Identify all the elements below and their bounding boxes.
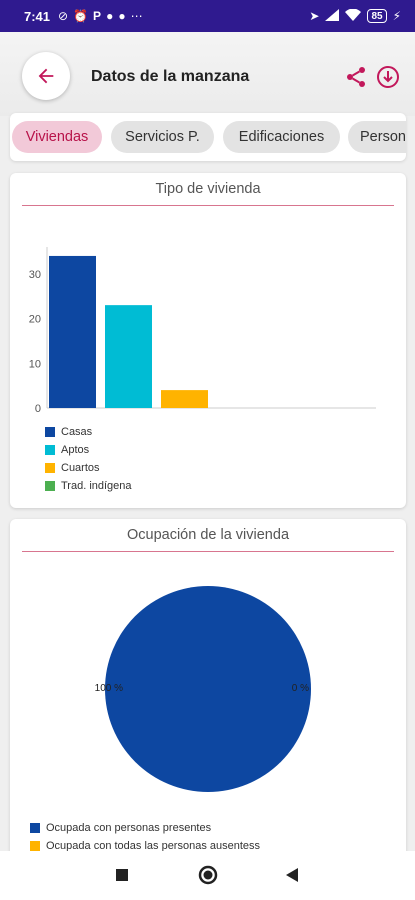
legend-swatch [45, 481, 55, 491]
pie-slice-label: 0 % [292, 683, 309, 694]
legend-swatch [30, 841, 40, 851]
legend-label: Cuartos [61, 462, 100, 474]
y-tick-label: 10 [29, 358, 41, 370]
y-tick-label: 20 [29, 314, 41, 326]
housing-type-card: Tipo de vivienda 0 10 20 30 Casas Aptos Cuart… [10, 173, 406, 508]
tabs-strip: Viviendas Servicios P. Edificaciones Per… [10, 113, 406, 161]
status-time: 7:41 [24, 8, 51, 24]
legend-swatch [30, 823, 40, 833]
download-icon[interactable] [376, 65, 400, 89]
legend-swatch [45, 427, 55, 437]
pie-chart: 100 % 0 % [95, 586, 311, 792]
legend-item: Cuartos [45, 462, 100, 474]
back-nav-icon[interactable] [285, 867, 299, 883]
bar-aptos [105, 305, 152, 408]
tab-servicios[interactable]: Servicios P. [111, 121, 214, 153]
occupancy-card: Ocupación de la vivienda 100 % 0 % Ocupad… [10, 519, 406, 864]
bar-chart: 0 10 20 30 [29, 247, 376, 415]
legend-swatch [45, 445, 55, 455]
title-divider [22, 551, 394, 552]
notification-icons: ⊘ ⏰ P ● ● ⋯ [58, 9, 143, 23]
legend-item: Trad. indígena [45, 480, 132, 492]
occupancy-title: Ocupación de la vivienda [126, 527, 290, 543]
battery-icon: 85 [367, 9, 387, 23]
status-bar: 7:41 ⊘ ⏰ P ● ● ⋯ ➤ 85 ⚡ [0, 0, 415, 32]
back-button[interactable] [22, 52, 70, 100]
app-icon-2: ● [118, 9, 126, 23]
bar-casas [49, 255, 96, 408]
home-icon[interactable] [198, 865, 218, 885]
arrow-left-icon [38, 68, 54, 84]
legend-label: Trad. indígena [61, 480, 132, 492]
app-icon: ● [106, 9, 114, 23]
share-icon[interactable] [344, 65, 368, 89]
legend-item: Ocupada con personas presentes [30, 822, 211, 834]
signal-icon [325, 8, 340, 24]
tab-viviendas[interactable]: Viviendas [12, 121, 102, 153]
wifi-icon [345, 8, 362, 24]
system-icons: ➤ 85 ⚡ [309, 8, 401, 24]
system-nav-bar [0, 851, 415, 900]
legend-label: Ocupada con personas presentes [46, 822, 212, 834]
more-icon: ⋯ [130, 9, 143, 23]
parking-icon: P [93, 9, 102, 23]
legend-label: Ocupada con todas las personas ausentess [46, 840, 261, 852]
tab-personas[interactable]: Person [348, 121, 406, 153]
pie-slice [105, 586, 311, 792]
no-disturb-icon: ⊘ [58, 9, 69, 23]
app-header: Datos de la manzana [0, 32, 415, 116]
legend-label: Aptos [61, 444, 90, 456]
pie-slice-label: 100 % [95, 683, 123, 694]
title-divider [22, 205, 394, 206]
recent-apps-icon[interactable] [115, 868, 129, 882]
bar-cuartos [161, 390, 208, 408]
housing-type-title: Tipo de vivienda [155, 181, 261, 197]
tab-edificaciones[interactable]: Edificaciones [223, 121, 340, 153]
y-tick-label: 30 [29, 269, 41, 281]
legend-item: Aptos [45, 444, 89, 456]
legend-label: Casas [61, 426, 93, 438]
legend-item: Ocupada con todas las personas ausentess [30, 840, 260, 852]
location-icon: ➤ [309, 9, 320, 23]
legend-swatch [45, 463, 55, 473]
charging-icon: ⚡ [392, 9, 401, 23]
page-title: Datos de la manzana [91, 68, 250, 85]
alarm-icon: ⏰ [73, 9, 89, 23]
y-tick-label: 0 [35, 403, 41, 415]
legend-item: Casas [45, 426, 92, 438]
